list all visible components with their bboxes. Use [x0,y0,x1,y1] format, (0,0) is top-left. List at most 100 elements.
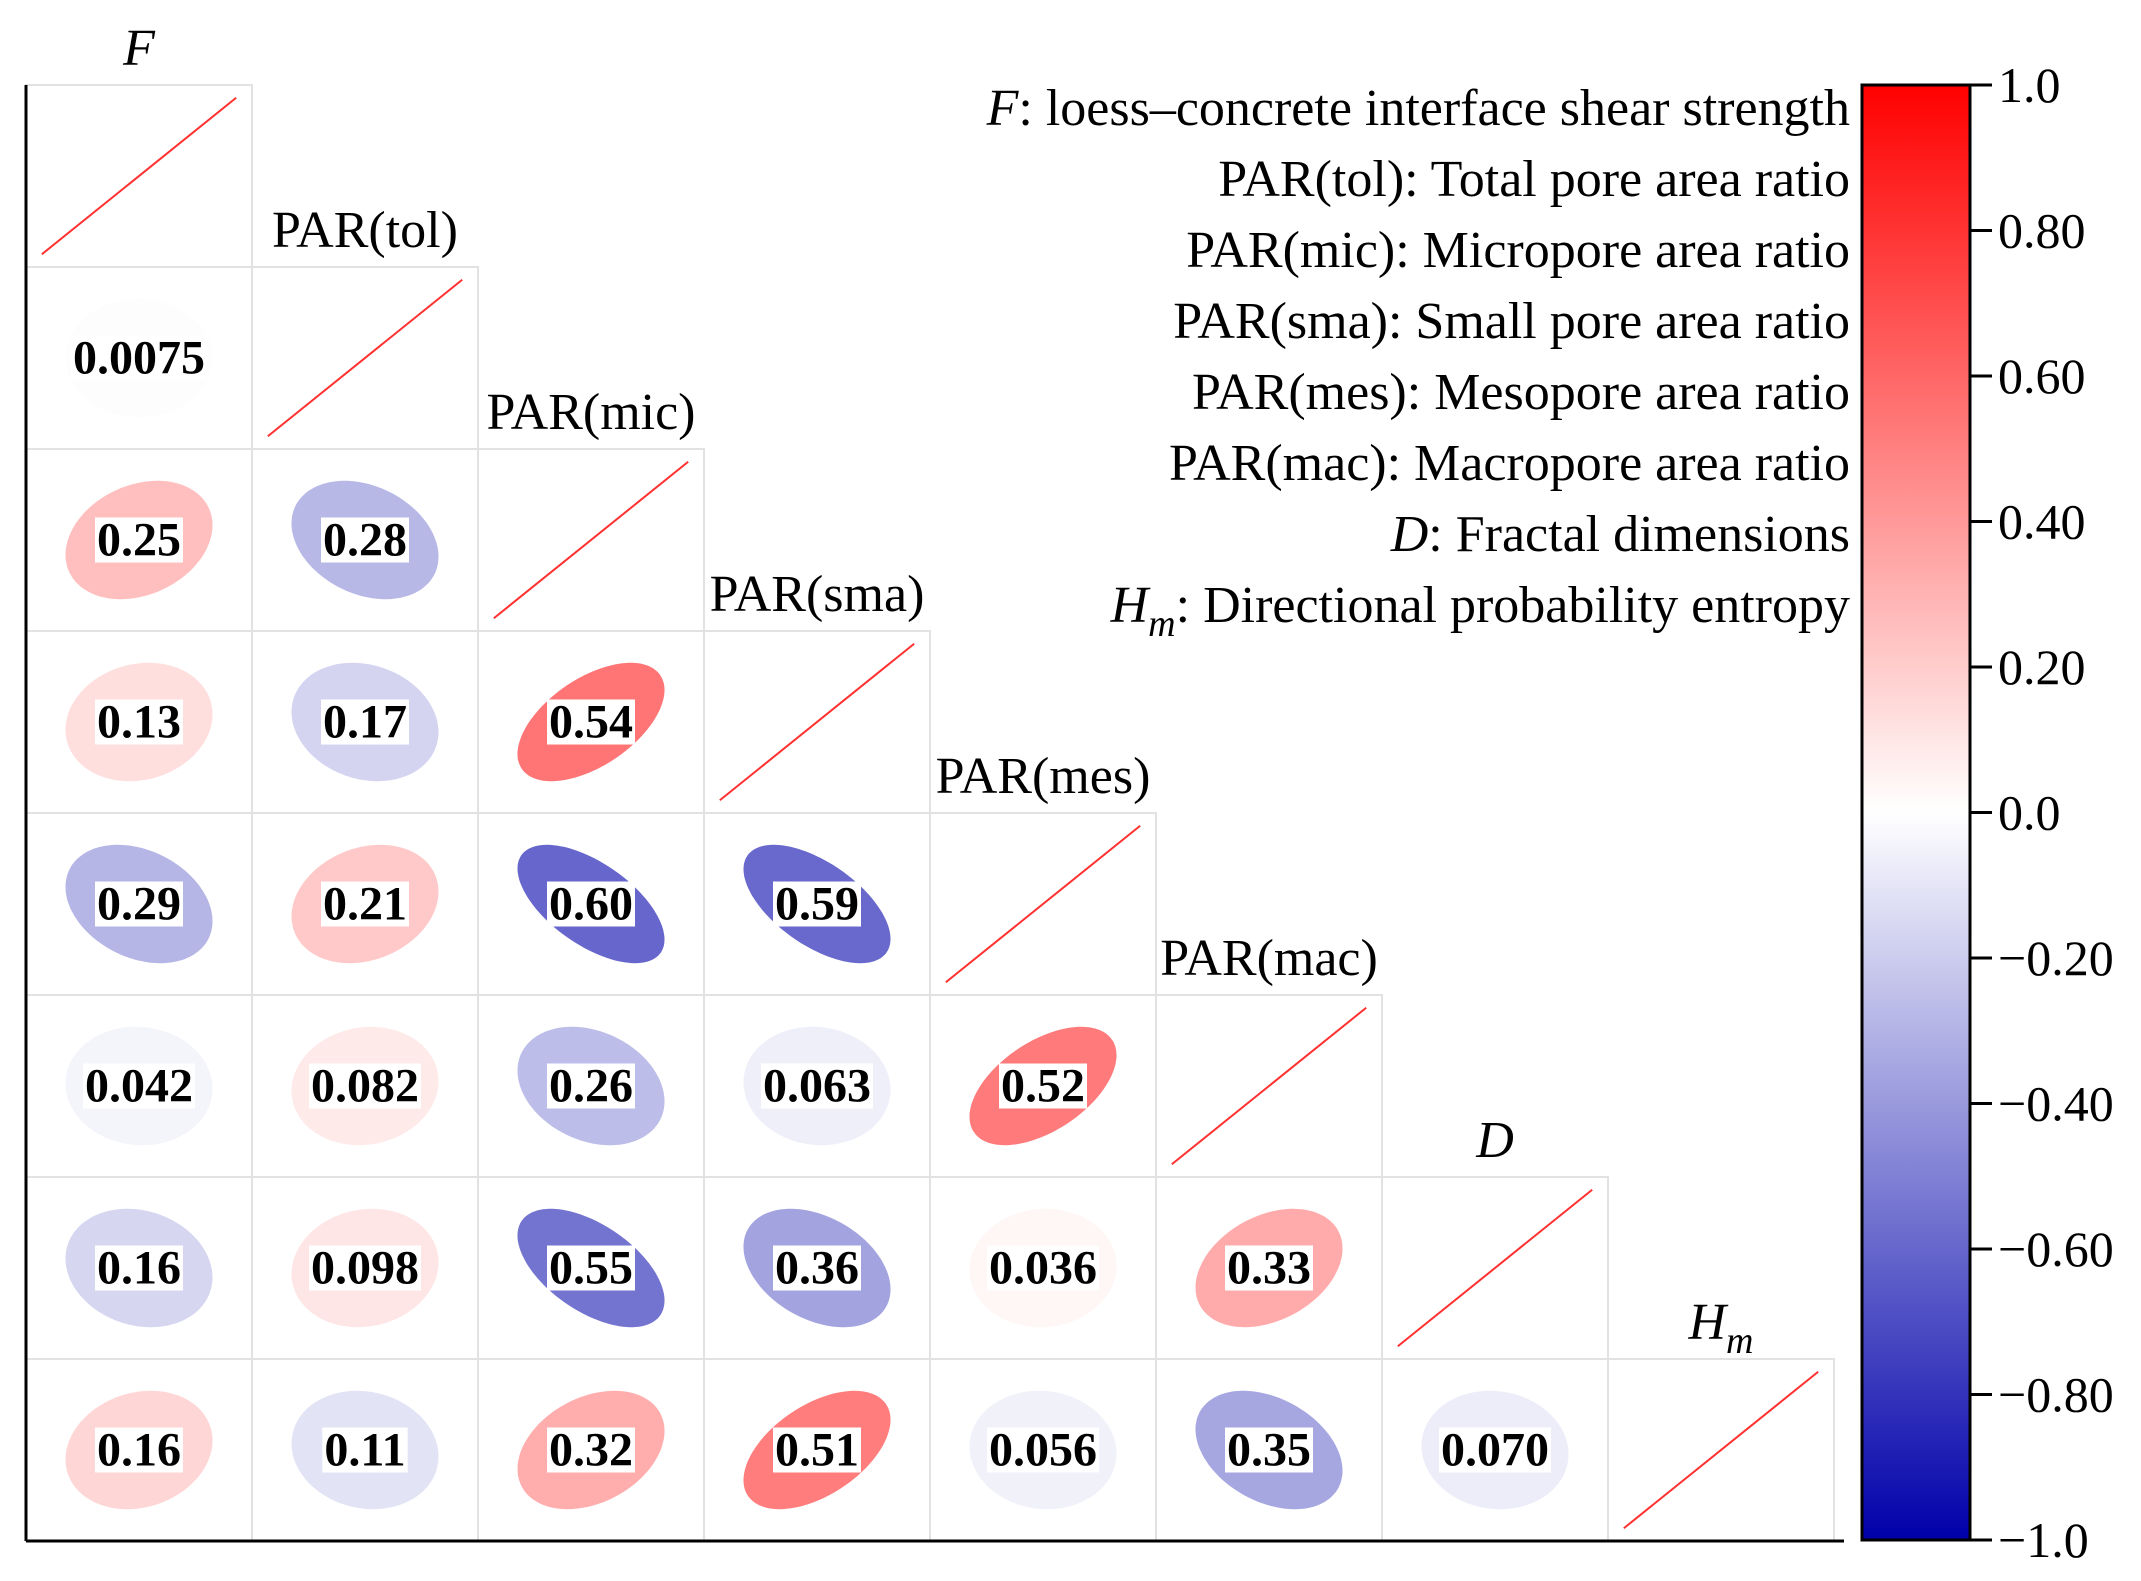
value-label-background [987,1427,1099,1473]
colorbar-tick-label: −0.40 [1998,1076,2114,1132]
value-label-background [321,881,409,927]
variable-labels: F PAR(tol) PAR(mic) PAR(sma) PAR(mes) PAR(mac… [122,20,1753,1362]
correlation-value-label: 0.11 [324,1424,405,1477]
correlation-value-label: 0.21 [323,878,407,931]
value-label-background [547,1245,635,1291]
correlation-value-label: 0.056 [989,1424,1097,1477]
value-label-background [71,335,207,381]
colorbar-tick-label: −0.80 [1998,1367,2114,1423]
diagonal-line-PAR(mac) [1171,1006,1367,1166]
matrix-axes [24,85,1844,1543]
legend-line: PAR(tol): Total pore area ratio [1218,151,1850,208]
correlation-value-label: 0.13 [97,696,181,749]
matrix-cell-4-3 [703,812,931,996]
variable-label-PAR(mes): PAR(mes) [936,748,1151,805]
colorbar-tick-label: 0.40 [1998,494,2086,550]
colorbar-tick-label: 0.80 [1998,203,2086,259]
matrix-cells: 0.0075 0.25 0.28 0.13 0.17 0.54 0.29 0.21 0.60 0.… [25,84,1835,1542]
matrix-cell-6-0 [25,1176,253,1360]
correlation-value-label: 0.16 [97,1242,181,1295]
diagonal-line-D [1397,1188,1593,1348]
correlation-value-label: 0.25 [97,514,181,567]
correlation-value-label: 0.59 [775,878,859,931]
value-label-background [95,517,183,563]
colorbar-gradient [1860,83,1972,1542]
value-label-background [309,1245,421,1291]
correlation-value-label: 0.29 [97,878,181,931]
colorbar-tick-label: 1.0 [1998,57,2061,113]
value-label-background [1225,1245,1313,1291]
legend-line: PAR(mic): Micropore area ratio [1186,222,1850,279]
colorbar-tick-label: 0.60 [1998,348,2086,404]
correlation-value-label: 0.36 [775,1242,859,1295]
colorbar-tick-label: 0.20 [1998,639,2086,695]
value-label-background [1225,1427,1313,1473]
matrix-cell-3-1 [251,630,479,814]
diagonal-line-Hm [1623,1370,1819,1530]
correlation-value-label: 0.33 [1227,1242,1311,1295]
variable-legend: F: loess–concrete interface shear streng… [986,80,1850,645]
colorbar-tick-label: −0.60 [1998,1221,2114,1277]
legend-line: F: loess–concrete interface shear streng… [986,80,1850,137]
correlation-value-label: 0.60 [549,878,633,931]
correlation-value-label: 0.26 [549,1060,633,1113]
value-label-background [547,881,635,927]
value-label-background [321,517,409,563]
value-label-background [999,1063,1087,1109]
value-label-background [321,699,409,745]
diagonal-line-PAR(mes) [945,824,1141,984]
legend-line: PAR(mac): Macropore area ratio [1169,435,1850,492]
colorbar-tick-label: −0.20 [1998,930,2114,986]
value-label-background [547,1427,635,1473]
correlation-value-label: 0.036 [989,1242,1097,1295]
value-label-background [309,1063,421,1109]
value-label-background [773,1427,861,1473]
legend-line: D: Fractal dimensions [1390,506,1850,563]
variable-label-F: F [122,20,156,77]
variable-label-PAR(tol): PAR(tol) [272,202,458,259]
colorbar-tick-label: 0.0 [1998,785,2061,841]
value-label-background [773,881,861,927]
correlation-value-label: 0.54 [549,696,633,749]
variable-label-D: D [1475,1112,1514,1169]
variable-label-PAR(mac): PAR(mac) [1160,930,1378,987]
value-label-background [95,1427,183,1473]
colorbar-tick-label: −1.0 [1998,1512,2089,1568]
legend-line: Hm: Directional probability entropy [1110,577,1850,645]
value-label-background [95,881,183,927]
correlation-value-label: 0.35 [1227,1424,1311,1477]
correlation-value-label: 0.098 [311,1242,419,1295]
correlation-value-label: 0.16 [97,1424,181,1477]
correlation-value-label: 0.070 [1441,1424,1549,1477]
variable-label-Hm: Hm [1687,1294,1753,1362]
correlation-value-label: 0.082 [311,1060,419,1113]
correlation-value-label: 0.063 [763,1060,871,1113]
diagonal-line-PAR(sma) [719,642,915,802]
correlation-value-label: 0.52 [1001,1060,1085,1113]
variable-label-PAR(mic): PAR(mic) [487,384,696,441]
correlation-value-label: 0.28 [323,514,407,567]
value-label-background [95,1245,183,1291]
value-label-background [547,699,635,745]
diagonal-line-F [41,96,237,256]
variable-label-PAR(sma): PAR(sma) [710,566,925,623]
value-label-background [322,1427,408,1473]
diagonal-line-PAR(tol) [267,278,463,438]
legend-line: PAR(sma): Small pore area ratio [1173,293,1850,350]
value-label-background [547,1063,635,1109]
diagonal-line-PAR(mic) [493,460,689,620]
value-label-background [773,1245,861,1291]
colorbar: 1.0 0.80 0.60 0.40 0.20 0.0 −0.20 −0.40 −0.60 −0.… [1860,57,2114,1568]
correlation-value-label: 0.32 [549,1424,633,1477]
legend-line: PAR(mes): Mesopore area ratio [1192,364,1850,421]
value-label-background [761,1063,873,1109]
correlation-value-label: 0.042 [85,1060,193,1113]
correlation-value-label: 0.51 [775,1424,859,1477]
correlation-value-label: 0.55 [549,1242,633,1295]
correlation-value-label: 0.0075 [73,332,205,385]
value-label-background [987,1245,1099,1291]
value-label-background [83,1063,195,1109]
correlation-value-label: 0.17 [323,696,407,749]
